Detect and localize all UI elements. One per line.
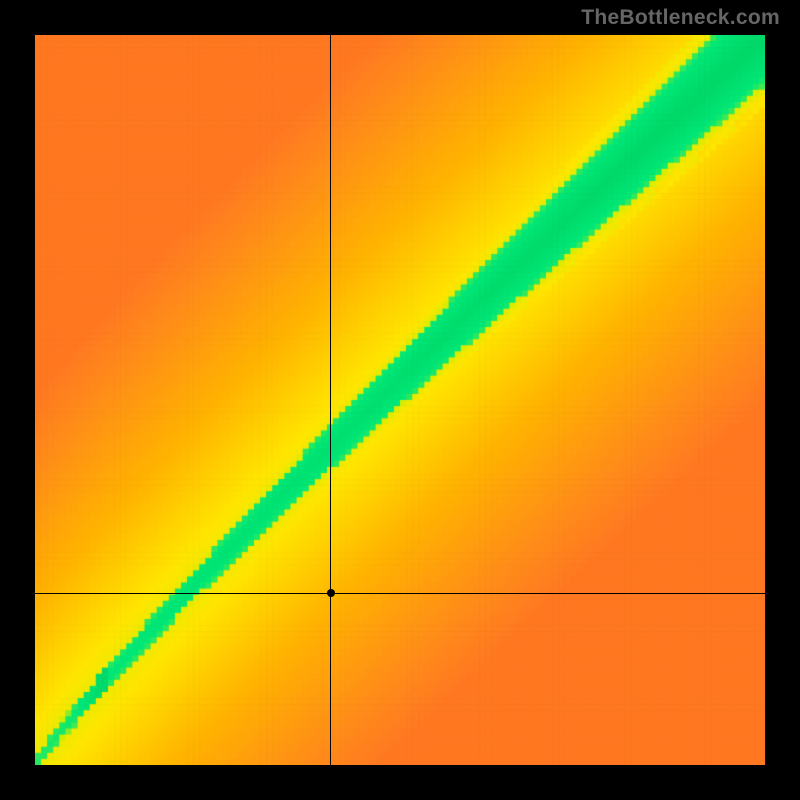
watermark-text: TheBottleneck.com [581, 6, 780, 30]
crosshair-vertical [330, 35, 331, 765]
crosshair-marker [327, 589, 335, 597]
bottleneck-heatmap [35, 35, 765, 765]
chart-container: TheBottleneck.com [0, 0, 800, 800]
crosshair-horizontal [35, 593, 765, 594]
